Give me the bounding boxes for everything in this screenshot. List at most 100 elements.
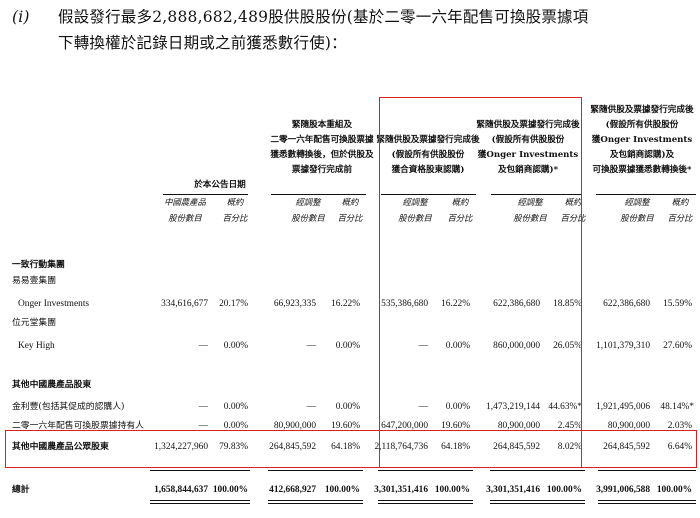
cell: 66,923,335 [273, 299, 316, 309]
sub-header: 概約 [671, 197, 689, 207]
cell: 1,658,844,637 [154, 485, 208, 495]
cell: 19.60% [331, 421, 360, 430]
cell: 1,473,219,144 [486, 402, 540, 412]
subgroup-label: 易易壹集團 [12, 276, 56, 286]
subtotal-rule [598, 470, 696, 471]
header-underline [163, 194, 248, 195]
sub-header: 百分比 [447, 213, 473, 223]
row-label: 總計 [12, 485, 30, 495]
cell: 19.60% [441, 421, 470, 430]
cell: 79.83% [219, 442, 248, 452]
sub-header: 概約 [341, 197, 359, 207]
total-rule [378, 500, 473, 504]
cell: 264,845,592 [493, 442, 540, 452]
cell: — [198, 421, 208, 430]
sub-header: 百分比 [337, 213, 363, 223]
cell: 44.63%* [548, 402, 582, 412]
sub-header: 百分比 [222, 213, 248, 223]
cell: — [418, 341, 428, 351]
cell: 0.00% [335, 402, 360, 412]
header-line: 緊隨供股及票據發行完成後 [590, 105, 694, 115]
cell: 16.22% [331, 299, 360, 309]
cell: — [198, 341, 208, 351]
row-label: 二零一六年配售可換股票據持有人 [12, 421, 144, 430]
cell: 16.22% [441, 299, 470, 309]
header-line: 可換股票據獲悉數轉換後* [592, 165, 692, 175]
cell: 18.85% [553, 299, 582, 309]
row-label: Onger Investments [18, 299, 90, 309]
cell: 0.00% [445, 341, 470, 351]
cell: 3,301,351,416 [374, 485, 428, 495]
cell: 412,668,927 [269, 485, 316, 495]
header-line: 獲Onger Investments [477, 150, 579, 160]
cell: 26.05% [553, 341, 582, 351]
cell: 334,616,677 [161, 299, 208, 309]
cell: 2.45% [557, 421, 582, 430]
header-line: 二零一六年配售可換股票據 [270, 135, 374, 145]
highlight-box-public-row [5, 430, 697, 468]
cell: 0.00% [223, 402, 248, 412]
cell: 27.60% [663, 341, 692, 351]
cell: 264,845,592 [269, 442, 316, 452]
cell: 1,921,495,006 [596, 402, 650, 412]
cell: 0.00% [335, 341, 360, 351]
cell: 20.17% [219, 299, 248, 309]
cell: 0.00% [223, 341, 248, 351]
header-underline [271, 194, 366, 195]
sub-header: 股份數目 [513, 213, 547, 223]
total-rule [490, 500, 585, 504]
row-label: 金利豐(包括其促成的認購人) [12, 402, 125, 412]
cell: 647,200,000 [381, 421, 428, 430]
cell: 80,900,000 [607, 421, 650, 430]
group-label: 一致行動集團 [12, 260, 65, 270]
cell: — [418, 402, 428, 412]
cell: 100.00% [324, 485, 360, 495]
cell: 3,991,006,588 [596, 485, 650, 495]
subtotal-rule [268, 470, 363, 471]
cell: — [306, 402, 316, 412]
sub-header: 百分比 [667, 213, 693, 223]
sub-header: 中國農產品 [164, 197, 206, 207]
cell: 622,386,680 [493, 299, 540, 309]
total-rule [598, 500, 696, 504]
header-line: 及包銷商認購)及 [609, 150, 675, 160]
cell: 860,000,000 [493, 341, 540, 351]
header-underline [491, 194, 581, 195]
header-line: 及包銷商認購)* [497, 165, 559, 175]
header-line: 獲悉數轉換後，但於供股及 [270, 150, 374, 160]
cell: 100.00% [656, 485, 692, 495]
cell: 100.00% [434, 485, 470, 495]
cell: 48.14%* [660, 402, 694, 412]
highlight-box-columns [379, 97, 582, 468]
cell: 15.59% [663, 299, 692, 309]
cell: 0.00% [223, 421, 248, 430]
cell: 264,845,592 [603, 442, 650, 452]
header-line: 票據發行完成前 [291, 165, 353, 175]
cell: 100.00% [546, 485, 582, 495]
heading-line-2: 下轉換權於記錄日期或之前獲悉數行使)： [58, 34, 347, 52]
subtotal-rule [490, 470, 585, 471]
cell: 80,900,000 [273, 421, 316, 430]
row-label: 其他中國農產品公眾股東 [12, 442, 109, 452]
group-label: 其他中國農產品股東 [12, 380, 92, 390]
sub-header: 經調整 [517, 197, 543, 207]
sub-header: 概約 [451, 197, 469, 207]
cell: 2.03% [667, 421, 692, 430]
cell: 0.00% [445, 402, 470, 412]
header-line: 緊隨供股及票據發行完成後 [376, 135, 480, 145]
header-line: (假設所有供股股份 [391, 150, 465, 160]
cell: 6.64% [667, 442, 692, 452]
sub-header: 概約 [226, 197, 244, 207]
total-rule [268, 500, 363, 504]
cell: 80,900,000 [497, 421, 540, 430]
cell: 3,301,351,416 [486, 485, 540, 495]
header-line: 獲合資格股東認購) [391, 165, 465, 175]
cell: — [306, 341, 316, 351]
cell: 622,386,680 [603, 299, 650, 309]
subtotal-rule [150, 470, 250, 471]
header-underline [381, 194, 476, 195]
sub-header: 經調整 [295, 197, 321, 207]
cell: 1,101,379,310 [596, 341, 650, 351]
sub-header: 股份數目 [620, 213, 654, 223]
subtotal-rule [378, 470, 473, 471]
